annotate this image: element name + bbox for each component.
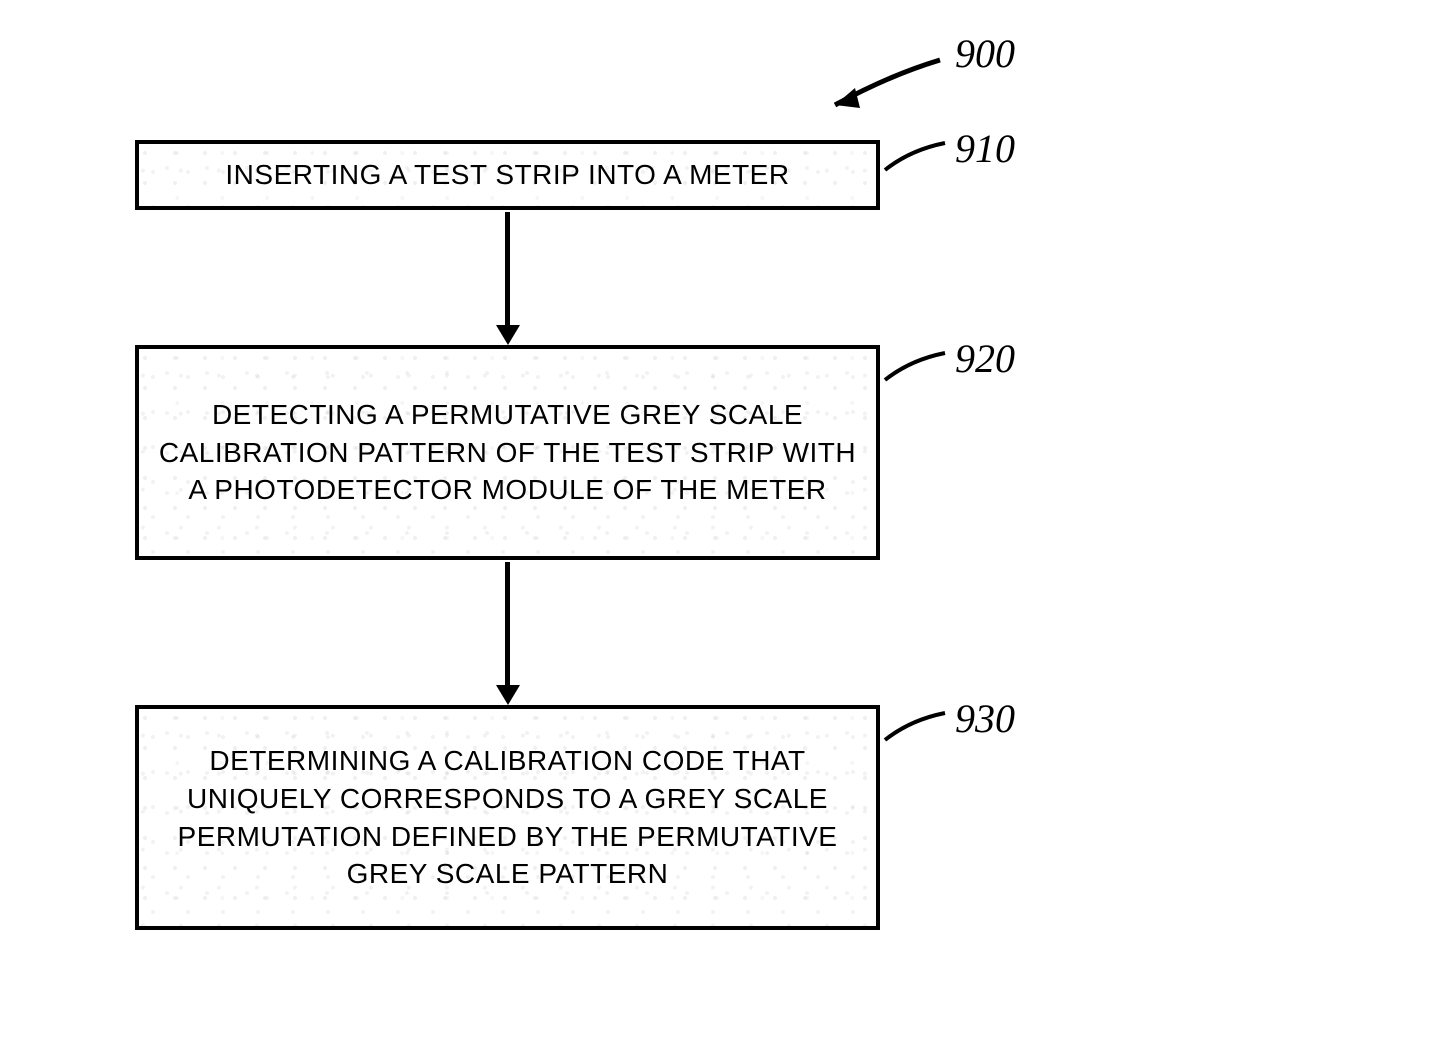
pointer-arrow-900 bbox=[810, 50, 950, 120]
process-box-910: INSERTING A TEST STRIP INTO A METER bbox=[135, 140, 880, 210]
flowchart-canvas: 900 INSERTING A TEST STRIP INTO A METER … bbox=[0, 0, 1456, 1052]
arrow-head-920-to-930 bbox=[496, 685, 520, 705]
box-label-930: 930 bbox=[955, 695, 1015, 742]
process-text-930: DETERMINING A CALIBRATION CODE THAT UNIQ… bbox=[157, 742, 858, 893]
process-text-920: DETECTING A PERMUTATIVE GREY SCALE CALIB… bbox=[157, 396, 858, 509]
arrow-910-to-920 bbox=[505, 212, 510, 327]
arrow-920-to-930 bbox=[505, 562, 510, 687]
box-label-920: 920 bbox=[955, 335, 1015, 382]
arrow-head-910-to-920 bbox=[496, 325, 520, 345]
process-text-910: INSERTING A TEST STRIP INTO A METER bbox=[225, 156, 789, 194]
process-box-920: DETECTING A PERMUTATIVE GREY SCALE CALIB… bbox=[135, 345, 880, 560]
box-label-910: 910 bbox=[955, 125, 1015, 172]
diagram-label-900: 900 bbox=[955, 30, 1015, 77]
process-box-930: DETERMINING A CALIBRATION CODE THAT UNIQ… bbox=[135, 705, 880, 930]
